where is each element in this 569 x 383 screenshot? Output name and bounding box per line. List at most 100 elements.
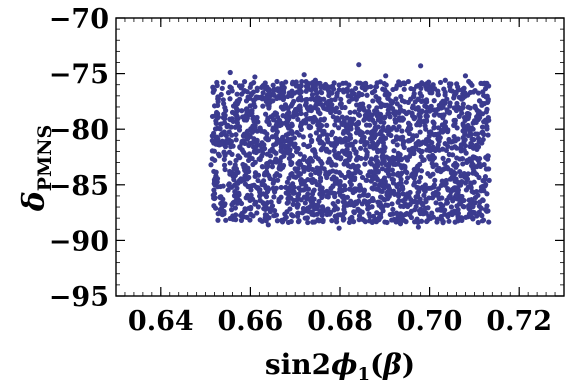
- data-point: [296, 218, 302, 224]
- data-point: [432, 177, 438, 183]
- data-point: [440, 220, 446, 226]
- data-point: [221, 162, 228, 168]
- data-point: [417, 90, 423, 96]
- data-point: [309, 92, 316, 98]
- data-point: [446, 211, 452, 217]
- data-point: [485, 153, 491, 159]
- data-point: [452, 120, 458, 127]
- data-point: [480, 89, 486, 95]
- data-point: [223, 107, 229, 114]
- data-point: [233, 166, 240, 172]
- y-axis-label-subscript: PMNS: [34, 125, 56, 191]
- data-point: [252, 159, 258, 165]
- data-point: [285, 136, 291, 142]
- data-point: [211, 103, 218, 109]
- data-point: [211, 187, 217, 193]
- data-point: [415, 224, 421, 230]
- data-point: [244, 89, 250, 95]
- data-point: [371, 145, 377, 151]
- data-point: [427, 215, 434, 222]
- data-point: [302, 165, 308, 171]
- data-point: [357, 208, 363, 214]
- x-tick-label: 0.68: [307, 306, 373, 337]
- data-point: [421, 118, 427, 124]
- data-point: [430, 163, 436, 170]
- data-point: [353, 187, 359, 193]
- data-point: [247, 197, 253, 203]
- x-axis-ticks: 0.64 0.66 0.68 0.70 0.72: [115, 18, 565, 337]
- data-point: [269, 160, 275, 166]
- data-point: [248, 211, 254, 217]
- data-point: [393, 118, 400, 124]
- data-point: [330, 200, 336, 207]
- data-point: [289, 121, 295, 127]
- data-point: [324, 193, 330, 199]
- data-point: [470, 161, 476, 168]
- data-point: [297, 94, 304, 100]
- data-point: [411, 116, 417, 122]
- data-point: [457, 156, 463, 162]
- data-point: [250, 123, 256, 129]
- data-point: [341, 137, 347, 143]
- data-point: [385, 124, 391, 130]
- data-point: [253, 139, 259, 146]
- data-point: [356, 213, 363, 219]
- data-point: [380, 86, 386, 92]
- data-point: [394, 101, 400, 107]
- data-point: [395, 154, 401, 160]
- data-point: [273, 156, 279, 162]
- data-point: [378, 101, 384, 107]
- data-point: [472, 105, 479, 111]
- data-point: [260, 90, 266, 96]
- data-point: [370, 218, 376, 225]
- data-point: [233, 137, 239, 143]
- data-point: [346, 219, 353, 226]
- data-point: [303, 116, 310, 122]
- data-point: [415, 193, 421, 199]
- data-point: [438, 207, 444, 213]
- data-point: [417, 141, 423, 147]
- data-point: [235, 153, 241, 159]
- data-point: [440, 104, 446, 110]
- data-point: [467, 89, 474, 96]
- data-point: [278, 141, 284, 147]
- data-point: [465, 171, 471, 177]
- data-point: [315, 136, 321, 143]
- data-point: [378, 204, 385, 211]
- data-point: [435, 91, 441, 98]
- data-point: [306, 123, 312, 129]
- data-point: [278, 154, 284, 161]
- data-point: [419, 108, 425, 114]
- data-point: [308, 87, 314, 93]
- data-point: [351, 146, 357, 152]
- data-point: [398, 172, 404, 178]
- x-tick-label: 0.70: [397, 306, 463, 337]
- data-point: [422, 103, 428, 109]
- data-point: [355, 154, 361, 160]
- y-tick-label: −90: [49, 226, 109, 257]
- data-point: [483, 94, 489, 100]
- data-point: [315, 202, 321, 208]
- data-point: [330, 168, 336, 174]
- data-point: [208, 162, 214, 168]
- data-point: [248, 187, 254, 193]
- data-point: [288, 171, 294, 178]
- data-point: [309, 166, 316, 173]
- data-point: [288, 218, 294, 225]
- data-point: [482, 174, 489, 180]
- data-point: [296, 132, 302, 138]
- data-point: [352, 139, 358, 145]
- data-point: [226, 149, 233, 155]
- data-point: [310, 147, 316, 153]
- data-point: [314, 95, 320, 101]
- data-point: [289, 93, 295, 99]
- data-point: [329, 102, 335, 108]
- data-point: [361, 187, 367, 193]
- data-point: [296, 191, 302, 197]
- data-point: [397, 136, 403, 142]
- data-point: [331, 80, 337, 86]
- data-point: [375, 149, 381, 155]
- data-point: [316, 126, 322, 132]
- data-point: [274, 95, 280, 102]
- data-point: [238, 217, 245, 223]
